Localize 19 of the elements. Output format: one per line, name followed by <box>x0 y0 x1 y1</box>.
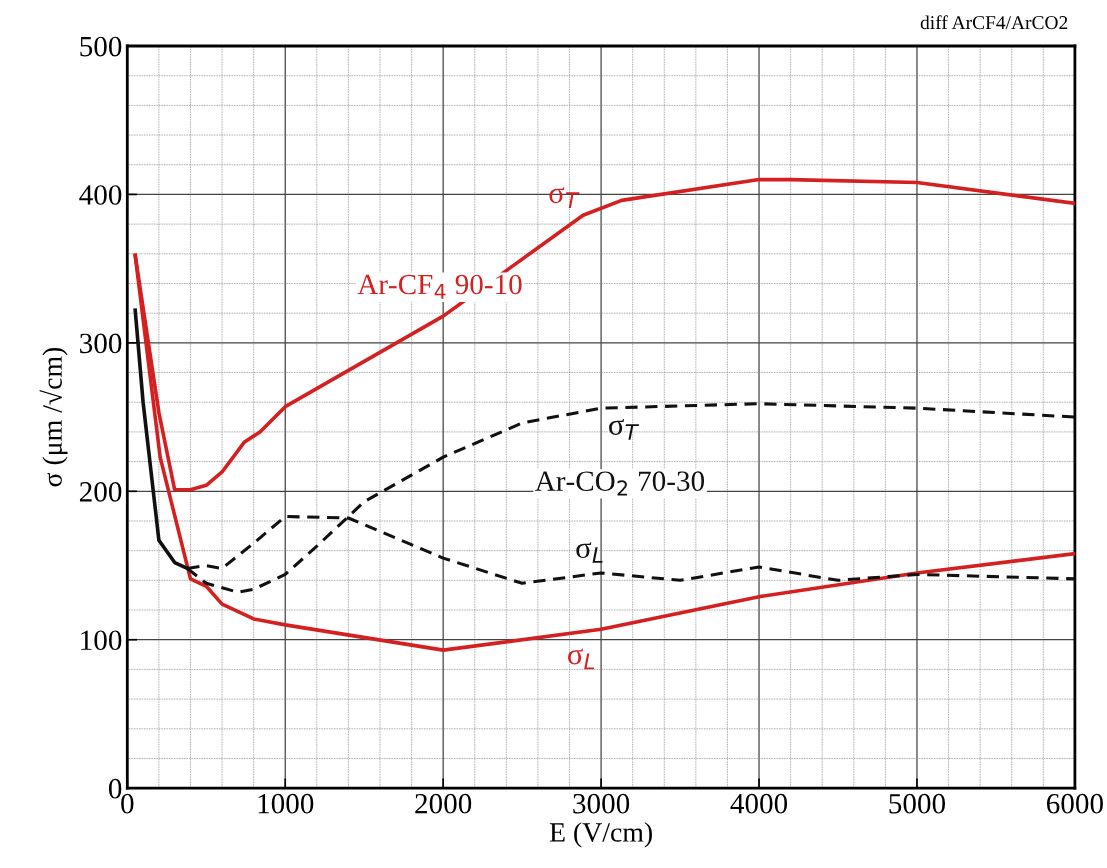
y-tick-label: 300 <box>80 333 122 354</box>
y-tick-label: 400 <box>79 185 122 205</box>
x-tick-label: 2000 <box>415 793 472 814</box>
series-label: σ$_{T}$ <box>609 419 640 440</box>
series-label: σ$_{L}$ <box>568 648 595 670</box>
text: diff ArCF4/ArCO2 <box>920 15 1068 30</box>
x-tick-label: 5000 <box>889 793 946 814</box>
x-tick-label: 1000 <box>258 793 314 814</box>
x-tick-label: 3000 <box>573 793 630 814</box>
y-tick-label: 500 <box>80 36 122 57</box>
y-tick-label: 0 <box>108 778 122 799</box>
annotation: Ar-CF$_{4}$ 90-10 <box>357 274 522 299</box>
y-tick-label: 100 <box>81 630 122 651</box>
x-axis-title: E (V/cm) <box>549 822 652 848</box>
y-tick-label: 200 <box>79 482 122 502</box>
y-axis-title: σ (μm /√cm) <box>39 347 68 487</box>
x-tick-label: 4000 <box>730 793 788 814</box>
x-tick-label: 6000 <box>1046 793 1103 814</box>
annotation: Ar-CO$_{2}$ 70-30 <box>535 471 705 496</box>
